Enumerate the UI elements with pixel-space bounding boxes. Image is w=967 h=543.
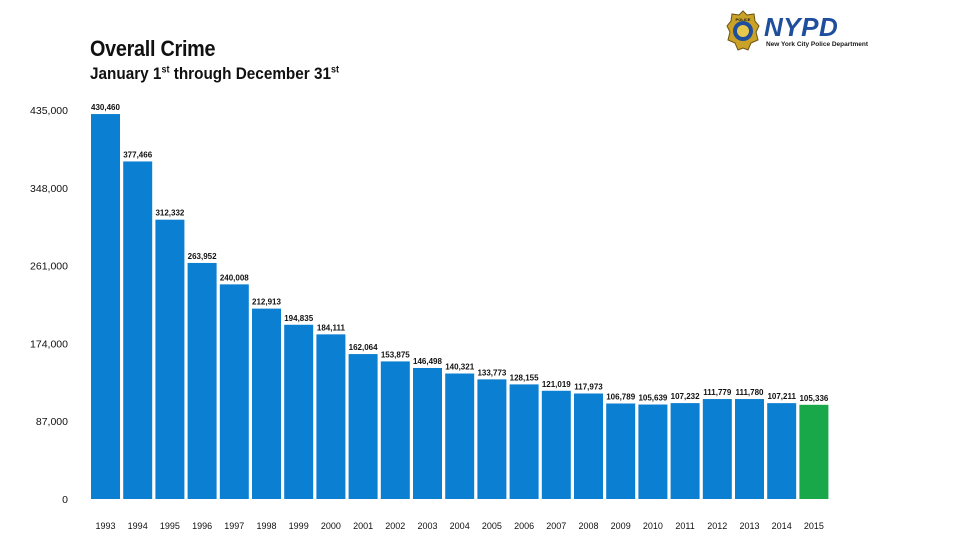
data-label: 377,466 [123,150,152,159]
x-tick-label: 2004 [450,521,470,531]
data-label: 106,789 [606,393,635,402]
bar [670,403,700,499]
x-tick-label: 2015 [804,521,824,531]
bar [187,262,217,499]
x-tick-label: 1996 [192,521,212,531]
data-label: 146,498 [413,357,442,366]
data-label: 107,211 [767,392,796,401]
chart-title: Overall Crime [90,36,216,61]
bar [638,404,668,499]
x-tick-label: 2009 [611,521,631,531]
x-tick-label: 2000 [321,521,341,531]
data-label: 111,779 [703,388,732,397]
data-label: 117,973 [574,383,603,392]
logo-wordmark: NYPD [764,12,839,42]
bar [767,403,797,499]
x-tick-label: 1993 [95,521,115,531]
data-label: 121,019 [542,380,571,389]
x-tick-label: 2008 [578,521,598,531]
data-label: 153,875 [381,350,410,359]
data-label: 105,639 [638,394,667,403]
data-label: 105,336 [799,394,828,403]
bar [735,399,764,499]
x-tick-label: 2007 [546,521,566,531]
x-tick-label: 2012 [707,521,727,531]
data-label: 140,321 [445,363,474,372]
x-tick-label: 2005 [482,521,502,531]
y-tick-label: 435,000 [30,105,68,117]
logo-subtext: New York City Police Department [766,41,868,48]
bar [445,373,475,499]
bar [574,393,603,499]
subtitle-ordinal-2: st [331,64,340,76]
bar [155,219,185,499]
bar [606,403,636,499]
x-tick-label: 2010 [643,521,663,531]
subtitle-part-1: January 1 [90,64,162,83]
x-axis: 1993 1994 1995 1996 1997 1998 1999 2000 2001 2002… [95,521,823,531]
x-tick-label: 2013 [739,521,759,531]
x-tick-label: 1995 [160,521,180,531]
bar [284,324,314,499]
bar [219,284,249,499]
bar [799,404,829,499]
data-label: 111,780 [735,388,764,397]
x-tick-label: 2014 [772,521,792,531]
y-tick-label: 0 [62,494,68,506]
bar [477,379,507,499]
subtitle-ordinal-1: st [161,64,170,76]
data-label: 212,913 [252,298,281,307]
bar [252,308,281,499]
y-tick-label: 174,000 [30,338,68,350]
y-tick-label: 87,000 [36,416,68,428]
x-tick-label: 2003 [417,521,437,531]
y-axis: 0 87,000 174,000 261,000 348,000 435,000 [30,105,68,506]
police-badge-icon: POLICE [726,10,760,51]
x-tick-label: 1994 [128,521,148,531]
x-tick-label: 2001 [353,521,373,531]
bar [702,399,732,499]
bar [380,361,410,499]
x-tick-label: 2006 [514,521,534,531]
chart-subtitle: January 1st through December 31st [90,64,339,84]
data-label: 312,332 [155,209,184,218]
bar [348,354,378,499]
x-tick-label: 1997 [224,521,244,531]
x-tick-label: 2011 [675,521,694,531]
nypd-logo: POLICE NYPD New York City Police Departm… [726,10,868,55]
y-tick-label: 261,000 [30,261,68,273]
data-label: 194,835 [284,314,313,323]
bars [91,114,829,499]
bar [413,367,442,499]
data-label: 240,008 [220,273,249,282]
bar [541,390,571,499]
subtitle-part-2: through December 31 [169,64,332,83]
data-label: 133,773 [477,368,506,377]
data-label: 162,064 [349,343,378,352]
bar [123,161,153,499]
data-label: 128,155 [510,373,539,382]
x-tick-label: 1998 [256,521,276,531]
data-label: 263,952 [188,252,217,261]
badge-text: POLICE [736,17,751,22]
data-labels: 430,460 377,466 312,332 263,952 240,008 212,9… [91,103,829,403]
data-label: 107,232 [671,392,700,401]
y-tick-label: 348,000 [30,183,68,195]
data-label: 184,111 [317,323,346,332]
bar [91,114,120,499]
bar [509,384,539,499]
x-tick-label: 2002 [385,521,405,531]
data-label: 430,460 [91,103,120,112]
x-tick-label: 1999 [289,521,309,531]
bar [316,334,346,499]
